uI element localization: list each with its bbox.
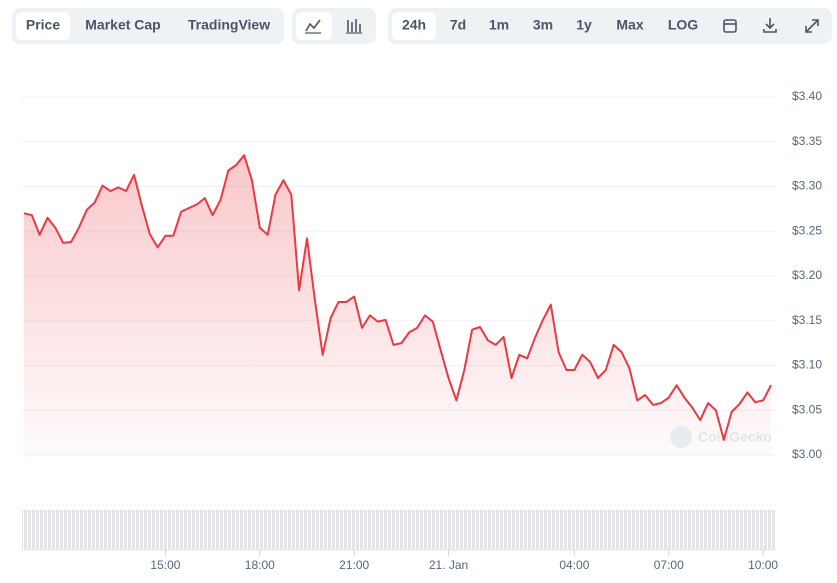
range-group [388, 8, 832, 44]
price-line [23, 154, 772, 441]
range-button[interactable]: Max [616, 17, 643, 33]
x-tick-label: 21:00 [339, 558, 369, 572]
volume-bars [22, 510, 776, 550]
x-tick-label: 04:00 [559, 558, 589, 572]
candle-icon[interactable] [346, 19, 362, 34]
selected-style [296, 12, 332, 40]
y-tick-label: $3.00 [792, 447, 822, 461]
range-button[interactable]: 1y [576, 17, 592, 33]
y-tick-label: $3.20 [792, 268, 822, 282]
range-button[interactable]: 3m [533, 17, 553, 33]
view-button[interactable]: Price [26, 17, 60, 33]
range-button[interactable]: 7d [450, 17, 466, 33]
x-tick-label: 18:00 [245, 558, 275, 572]
y-tick-label: $3.40 [792, 89, 822, 103]
y-tick-label: $3.15 [792, 313, 822, 327]
download-icon[interactable] [763, 18, 777, 33]
view-button[interactable]: TradingView [188, 17, 270, 33]
line-icon[interactable] [305, 19, 321, 34]
x-tick-label: 21. Jan [429, 558, 468, 572]
watermark-text: CoinGecko [698, 429, 772, 445]
x-tick-label: 10:00 [748, 558, 778, 572]
x-tick-label: 07:00 [654, 558, 684, 572]
selected-range [392, 12, 436, 40]
y-tick-label: $3.10 [792, 358, 822, 372]
y-tick-label: $3.30 [792, 179, 822, 193]
y-tick-label: $3.35 [792, 134, 822, 148]
area [23, 155, 772, 455]
y-tick-label: $3.05 [792, 402, 822, 416]
view-group [12, 8, 284, 44]
watermark: CoinGecko [670, 426, 772, 448]
range-button[interactable]: 24h [402, 17, 426, 33]
toolbar [12, 8, 832, 44]
selected-view [16, 12, 70, 40]
range-button[interactable]: LOG [668, 17, 698, 33]
range-button[interactable]: 1m [489, 17, 509, 33]
y-tick-label: $3.25 [792, 223, 822, 237]
calendar-icon[interactable] [723, 19, 737, 33]
view-button[interactable]: Market Cap [85, 17, 160, 33]
fullscreen-icon[interactable] [805, 19, 819, 33]
x-tick-label: 15:00 [150, 558, 180, 572]
